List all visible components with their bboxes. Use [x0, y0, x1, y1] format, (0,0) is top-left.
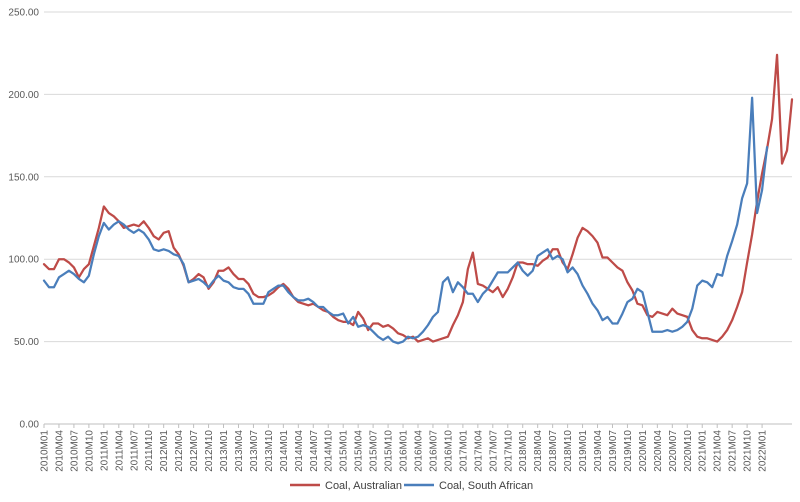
x-tick-label: 2016M07 — [428, 430, 439, 472]
x-tick-label: 2011M04 — [114, 430, 125, 471]
x-tick-label: 2017M04 — [473, 430, 484, 472]
x-tick-label: 2011M10 — [144, 430, 155, 471]
x-tick-label: 2015M10 — [384, 430, 395, 472]
x-tick-label: 2012M10 — [204, 430, 215, 472]
x-tick-label: 2017M07 — [488, 430, 499, 472]
y-axis: 0.00 50.00 100.00 150.00 200.00 250.00 — [8, 8, 39, 431]
y-tick-label: 150.00 — [8, 172, 39, 183]
x-tick-label: 2012M01 — [159, 430, 170, 472]
x-axis: 2010M01 2010M04 2010M07 2010M10 2011M01 2011M… — [40, 424, 769, 472]
x-tick-label: 2014M01 — [279, 430, 290, 472]
series-line-coal-australian — [42, 53, 794, 343]
x-tick-label: 2020M07 — [668, 430, 679, 472]
x-tick-label: 2020M04 — [653, 430, 664, 472]
legend-label-coal-australian: Coal, Australian — [325, 480, 402, 492]
x-tick-label: 2016M10 — [443, 430, 454, 472]
x-tick-label: 2014M04 — [294, 430, 305, 472]
x-tick-label: 2018M01 — [518, 430, 529, 472]
x-tick-label: 2015M04 — [354, 430, 365, 472]
x-tick-label: 2022M01 — [758, 430, 769, 472]
x-tick-label: 2014M07 — [309, 430, 320, 472]
x-tick-label: 2015M01 — [339, 430, 350, 472]
y-tick-label: 200.00 — [8, 90, 39, 101]
x-tick-label: 2021M04 — [713, 430, 724, 472]
x-tick-label: 2013M04 — [234, 430, 245, 472]
y-tick-label: 0.00 — [20, 420, 40, 431]
x-tick-label: 2021M10 — [743, 430, 754, 472]
x-tick-label: 2017M10 — [503, 430, 514, 472]
x-tick-label: 2019M10 — [623, 430, 634, 472]
gridlines — [44, 11, 792, 425]
x-tick-label: 2012M04 — [174, 430, 185, 472]
x-tick-label: 2018M07 — [548, 430, 559, 472]
y-tick-label: 50.00 — [14, 337, 39, 348]
x-tick-label: 2019M01 — [578, 430, 589, 472]
x-tick-label: 2013M01 — [219, 430, 230, 472]
x-tick-label: 2021M07 — [728, 430, 739, 472]
series-lines — [42, 53, 794, 345]
x-tick-label: 2021M01 — [698, 430, 709, 472]
series-line-coal-south-african — [42, 96, 769, 345]
x-tick-label: 2012M07 — [189, 430, 200, 472]
legend-label-coal-south-african: Coal, South African — [439, 480, 533, 492]
x-tick-label: 2019M04 — [593, 430, 604, 472]
y-tick-label: 250.00 — [8, 8, 39, 19]
x-tick-label: 2011M01 — [99, 430, 110, 471]
x-tick-label: 2010M10 — [84, 430, 95, 472]
x-tick-label: 2010M01 — [40, 430, 51, 472]
x-tick-label: 2013M07 — [249, 430, 260, 472]
x-tick-label: 2018M04 — [533, 430, 544, 472]
x-tick-label: 2014M10 — [324, 430, 335, 472]
x-tick-label: 2020M10 — [683, 430, 694, 472]
x-tick-label: 2016M01 — [399, 430, 410, 472]
x-tick-label: 2011M07 — [129, 430, 140, 471]
x-tick-label: 2016M04 — [414, 430, 425, 472]
x-tick-label: 2015M07 — [369, 430, 380, 472]
x-tick-label: 2013M10 — [264, 430, 275, 472]
x-tick-label: 2010M04 — [54, 430, 65, 472]
y-tick-label: 100.00 — [8, 255, 39, 266]
x-tick-label: 2018M10 — [563, 430, 574, 472]
x-tick-label: 2017M01 — [458, 430, 469, 472]
legend: Coal, Australian Coal, South African — [290, 480, 533, 492]
x-tick-label: 2020M01 — [638, 430, 649, 472]
x-tick-label: 2010M07 — [69, 430, 80, 472]
x-tick-label: 2019M07 — [608, 430, 619, 472]
